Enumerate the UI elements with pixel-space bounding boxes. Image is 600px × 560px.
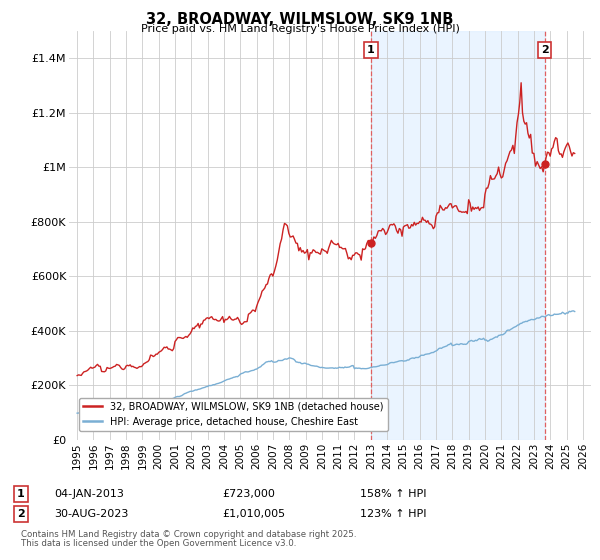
- Text: 04-JAN-2013: 04-JAN-2013: [54, 489, 124, 499]
- Text: Contains HM Land Registry data © Crown copyright and database right 2025.: Contains HM Land Registry data © Crown c…: [21, 530, 356, 539]
- Bar: [371, 31, 545, 440]
- Text: £1,010,005: £1,010,005: [222, 509, 285, 519]
- Text: Price paid vs. HM Land Registry's House Price Index (HPI): Price paid vs. HM Land Registry's House …: [140, 24, 460, 34]
- Text: 1: 1: [17, 489, 25, 499]
- Text: 2: 2: [17, 509, 25, 519]
- Text: This data is licensed under the Open Government Licence v3.0.: This data is licensed under the Open Gov…: [21, 539, 296, 548]
- Text: 1: 1: [367, 45, 375, 55]
- Text: 30-AUG-2023: 30-AUG-2023: [54, 509, 128, 519]
- Text: 2: 2: [541, 45, 548, 55]
- Text: 158% ↑ HPI: 158% ↑ HPI: [360, 489, 427, 499]
- Legend: 32, BROADWAY, WILMSLOW, SK9 1NB (detached house), HPI: Average price, detached h: 32, BROADWAY, WILMSLOW, SK9 1NB (detache…: [79, 398, 388, 431]
- Text: 32, BROADWAY, WILMSLOW, SK9 1NB: 32, BROADWAY, WILMSLOW, SK9 1NB: [146, 12, 454, 27]
- Text: £723,000: £723,000: [222, 489, 275, 499]
- Text: 123% ↑ HPI: 123% ↑ HPI: [360, 509, 427, 519]
